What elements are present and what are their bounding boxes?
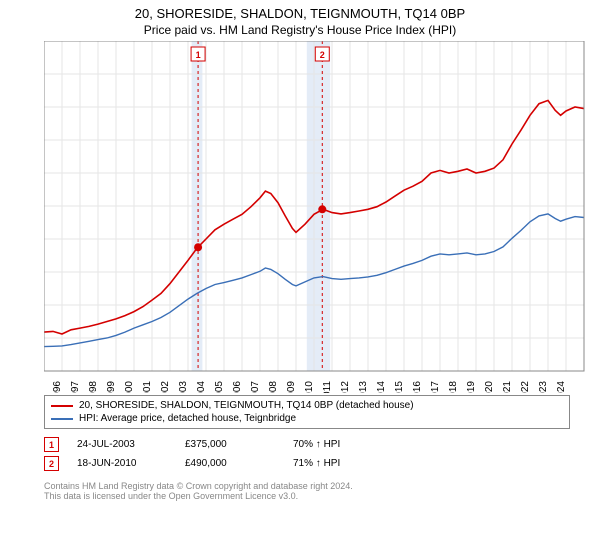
svg-text:2017: 2017 — [430, 381, 441, 393]
svg-text:2015: 2015 — [394, 381, 405, 393]
footer-line-1: Contains HM Land Registry data © Crown c… — [44, 481, 570, 491]
svg-text:1999: 1999 — [106, 381, 117, 393]
legend-swatch-property — [51, 405, 73, 407]
sale-marker-1: 1 — [44, 437, 59, 452]
svg-text:1997: 1997 — [70, 381, 81, 393]
svg-text:2004: 2004 — [196, 381, 207, 393]
svg-text:2010: 2010 — [304, 381, 315, 393]
sales-table: 1 24-JUL-2003 £375,000 70% ↑ HPI 2 18-JU… — [44, 435, 570, 473]
chart-area: £0£100K£200K£300K£400K£500K£600K£700K£80… — [44, 41, 590, 391]
line-chart-svg: £0£100K£200K£300K£400K£500K£600K£700K£80… — [44, 41, 590, 393]
svg-text:2016: 2016 — [412, 381, 423, 393]
sale-price-2: £490,000 — [185, 458, 275, 469]
svg-text:1998: 1998 — [88, 381, 99, 393]
legend-label-hpi: HPI: Average price, detached house, Teig… — [79, 413, 296, 424]
sales-row-1: 1 24-JUL-2003 £375,000 70% ↑ HPI — [44, 435, 570, 454]
legend-label-property: 20, SHORESIDE, SHALDON, TEIGNMOUTH, TQ14… — [79, 400, 414, 411]
svg-text:2020: 2020 — [484, 381, 495, 393]
svg-text:1995: 1995 — [44, 381, 45, 393]
sale-price-1: £375,000 — [185, 439, 275, 450]
svg-text:2008: 2008 — [268, 381, 279, 393]
chart-subtitle: Price paid vs. HM Land Registry's House … — [0, 21, 600, 41]
svg-text:2009: 2009 — [286, 381, 297, 393]
svg-text:2011: 2011 — [322, 381, 333, 393]
sale-date-2: 18-JUN-2010 — [77, 458, 167, 469]
legend-box: 20, SHORESIDE, SHALDON, TEIGNMOUTH, TQ14… — [44, 395, 570, 429]
svg-text:2021: 2021 — [502, 381, 513, 393]
svg-text:2019: 2019 — [466, 381, 477, 393]
svg-text:2018: 2018 — [448, 381, 459, 393]
svg-text:2013: 2013 — [358, 381, 369, 393]
sales-row-2: 2 18-JUN-2010 £490,000 71% ↑ HPI — [44, 454, 570, 473]
svg-text:2: 2 — [320, 50, 325, 60]
footer-line-2: This data is licensed under the Open Gov… — [44, 491, 570, 501]
svg-text:2022: 2022 — [520, 381, 531, 393]
svg-text:2023: 2023 — [538, 381, 549, 393]
sale-marker-2: 2 — [44, 456, 59, 471]
legend-row-property: 20, SHORESIDE, SHALDON, TEIGNMOUTH, TQ14… — [51, 399, 563, 412]
svg-text:2000: 2000 — [124, 381, 135, 393]
svg-text:2005: 2005 — [214, 381, 225, 393]
svg-text:2003: 2003 — [178, 381, 189, 393]
svg-text:2014: 2014 — [376, 381, 387, 393]
svg-text:2006: 2006 — [232, 381, 243, 393]
svg-text:2002: 2002 — [160, 381, 171, 393]
svg-text:1996: 1996 — [52, 381, 63, 393]
svg-text:2012: 2012 — [340, 381, 351, 393]
footer-attribution: Contains HM Land Registry data © Crown c… — [44, 481, 570, 501]
svg-text:2007: 2007 — [250, 381, 261, 393]
legend-row-hpi: HPI: Average price, detached house, Teig… — [51, 412, 563, 425]
svg-text:2024: 2024 — [556, 381, 567, 393]
svg-text:1: 1 — [196, 50, 201, 60]
svg-text:2001: 2001 — [142, 381, 153, 393]
sale-date-1: 24-JUL-2003 — [77, 439, 167, 450]
sale-vs-hpi-1: 70% ↑ HPI — [293, 439, 383, 450]
legend-swatch-hpi — [51, 418, 73, 420]
sale-vs-hpi-2: 71% ↑ HPI — [293, 458, 383, 469]
chart-title-address: 20, SHORESIDE, SHALDON, TEIGNMOUTH, TQ14… — [0, 0, 600, 21]
